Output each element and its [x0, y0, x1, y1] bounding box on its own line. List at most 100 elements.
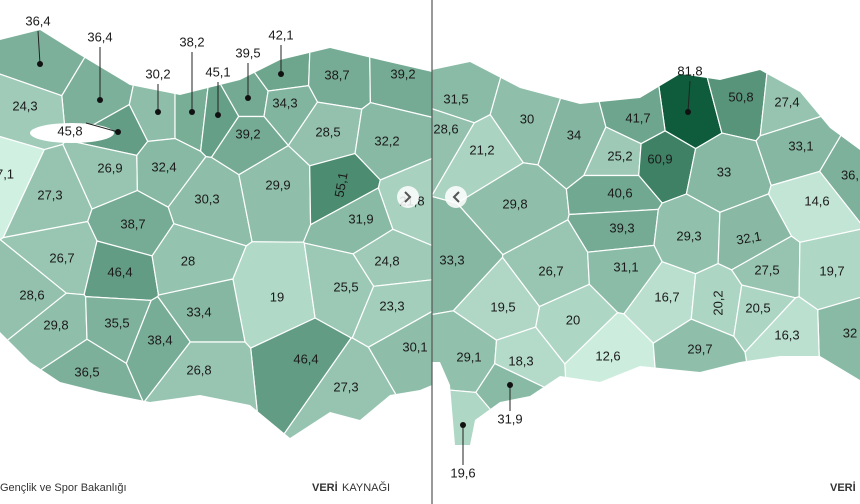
province-value: 60,9: [647, 151, 672, 166]
province-value: 20,2: [710, 290, 725, 315]
province-value: 16,7: [654, 289, 679, 304]
province-value: 26,9: [97, 160, 122, 175]
province-value: 12,6: [595, 348, 620, 363]
leader-line: [85, 122, 119, 133]
province-value: 19,5: [490, 299, 515, 314]
source-heading: VERİ: [830, 481, 856, 494]
province-value: 32,1: [735, 228, 763, 247]
province: [432, 387, 573, 445]
province-value: 19: [270, 289, 284, 304]
prev-button[interactable]: [397, 186, 419, 208]
province-value: 16,3: [774, 327, 799, 342]
province-value: 26,8: [186, 362, 211, 377]
province-value: 29,1: [456, 349, 481, 364]
leader-dot: [115, 129, 121, 135]
province-value: 45,8: [57, 123, 82, 138]
province-value: 38,2: [179, 34, 204, 49]
leader-dot: [155, 109, 161, 115]
province-value: 31,9: [497, 411, 522, 426]
leader-dot: [97, 97, 103, 103]
province-value: 21,2: [469, 142, 494, 157]
province-value: 29,7: [687, 341, 712, 356]
province-value: 35,5: [104, 315, 129, 330]
leader-dot: [460, 422, 466, 428]
province-value: 36,4: [25, 13, 50, 28]
province-value: 26,7: [538, 263, 563, 278]
labels: 36,4 36,4 30,2 38,2 39,5 42,1 45,1 45,8 24,3 38,7…: [0, 13, 859, 480]
province: [817, 290, 860, 445]
province-value: 18,3: [508, 353, 533, 368]
leader-dot: [245, 95, 251, 101]
province-value: 28: [181, 253, 195, 268]
province-value: 19,6: [450, 465, 475, 480]
province: [0, 338, 147, 438]
province-value: 33,4: [186, 304, 211, 319]
province-value: 38,7: [324, 67, 349, 82]
province-value: 28,6: [433, 121, 458, 136]
leader-dot: [215, 112, 221, 118]
province-value: 31,1: [613, 259, 638, 274]
province-value: 40,6: [607, 185, 632, 200]
province-value: 36,4: [87, 29, 112, 44]
province-value: 31,9: [348, 211, 373, 226]
province-value: 29,8: [43, 317, 68, 332]
province-value: 36,5: [74, 364, 99, 379]
province-value: 28,6: [19, 287, 44, 302]
province-value: 50,8: [728, 89, 753, 104]
province-value: 19,7: [819, 263, 844, 278]
province-value: 20,5: [745, 300, 770, 315]
province-value: 30: [520, 111, 534, 126]
province-value: 38,4: [147, 332, 172, 347]
province-value: 27,3: [333, 379, 358, 394]
province-value: 30,3: [194, 191, 219, 206]
province-value: 25,2: [607, 148, 632, 163]
province-value: 25,5: [333, 279, 358, 294]
province-value: 27,5: [754, 262, 779, 277]
province-value: 7,1: [0, 166, 14, 181]
leader-dot: [685, 109, 691, 115]
province-value: 30,1: [402, 339, 427, 354]
province-value: 39,2: [235, 126, 260, 141]
source-heading: VERİ: [312, 481, 338, 494]
province-value: 33,1: [788, 138, 813, 153]
province-value: 29,8: [502, 196, 527, 211]
province-value: 32,2: [374, 133, 399, 148]
province-value: 20: [566, 312, 580, 327]
province-value: 36,: [841, 167, 859, 182]
province-value: 34,3: [272, 95, 297, 110]
source-name: Gençlik ve Spor Bakanlığı: [0, 482, 127, 494]
province-value: 39,2: [390, 66, 415, 81]
leader-dot: [278, 71, 284, 77]
province-value: 29,3: [676, 228, 701, 243]
province-value: 39,3: [609, 220, 634, 235]
province: [307, 30, 372, 110]
province-value: 42,1: [268, 27, 293, 42]
province-value: 38,7: [120, 216, 145, 231]
province-value: 24,3: [12, 98, 37, 113]
province-value: 31,5: [443, 91, 468, 106]
province-value: 32: [843, 325, 857, 340]
province-value: 33,3: [439, 252, 464, 267]
province-value: 55,1: [331, 171, 350, 199]
province-value: 46,4: [107, 264, 132, 279]
province: [759, 62, 860, 137]
province-value: 45,1: [205, 64, 230, 79]
source-heading-rest: KAYNAĞI: [342, 481, 390, 494]
east-map: [432, 62, 860, 445]
province-value: 23,3: [379, 298, 404, 313]
province-value: 41,7: [625, 110, 650, 125]
leader-dot: [37, 61, 43, 67]
province-value: 27,3: [37, 187, 62, 202]
province-value: 29,9: [265, 177, 290, 192]
province-value: 32,4: [151, 159, 176, 174]
province-value: 81,8: [677, 63, 702, 78]
province-value: 34: [567, 127, 581, 142]
leader-dot: [189, 109, 195, 115]
province-value: 46,4: [293, 351, 318, 366]
next-button[interactable]: [445, 186, 467, 208]
leader-line: [37, 30, 41, 65]
province-value: 30,2: [145, 66, 170, 81]
province-value: 14,6: [804, 193, 829, 208]
